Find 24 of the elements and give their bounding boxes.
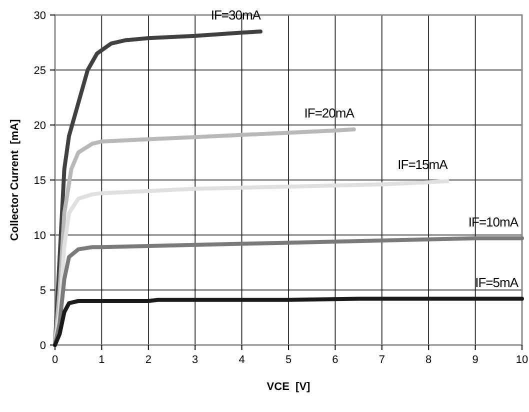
x-tick-label: 4 <box>238 354 245 366</box>
x-tick-label: 10 <box>516 354 528 366</box>
x-tick-label: 3 <box>192 354 198 366</box>
x-tick-label: 5 <box>285 354 292 366</box>
x-tick-label: 8 <box>426 354 432 366</box>
y-tick-label: 25 <box>34 65 46 77</box>
series-label: IF=30mA <box>210 8 262 22</box>
x-tick-label: 0 <box>52 354 58 366</box>
x-tick-label: 2 <box>145 354 152 366</box>
x-tick-label: 9 <box>472 354 478 366</box>
y-tick-label: 10 <box>34 230 46 242</box>
y-tick-label: 0 <box>40 340 46 352</box>
y-tick-label: 30 <box>34 10 46 22</box>
x-axis-title: VCE [V] <box>266 381 311 393</box>
x-tick-label: 1 <box>98 354 105 366</box>
series-label: IF=5mA <box>475 274 519 290</box>
y-tick-label: 5 <box>40 285 46 297</box>
line-series <box>53 236 524 347</box>
y-axis-title: Collector Current [mA] <box>9 118 21 241</box>
y-tick-label: 15 <box>34 175 46 187</box>
y-tick-label: 20 <box>34 120 46 132</box>
x-tick-label: 6 <box>332 354 338 366</box>
x-tick-label: 7 <box>378 354 385 366</box>
line-series <box>53 296 524 347</box>
